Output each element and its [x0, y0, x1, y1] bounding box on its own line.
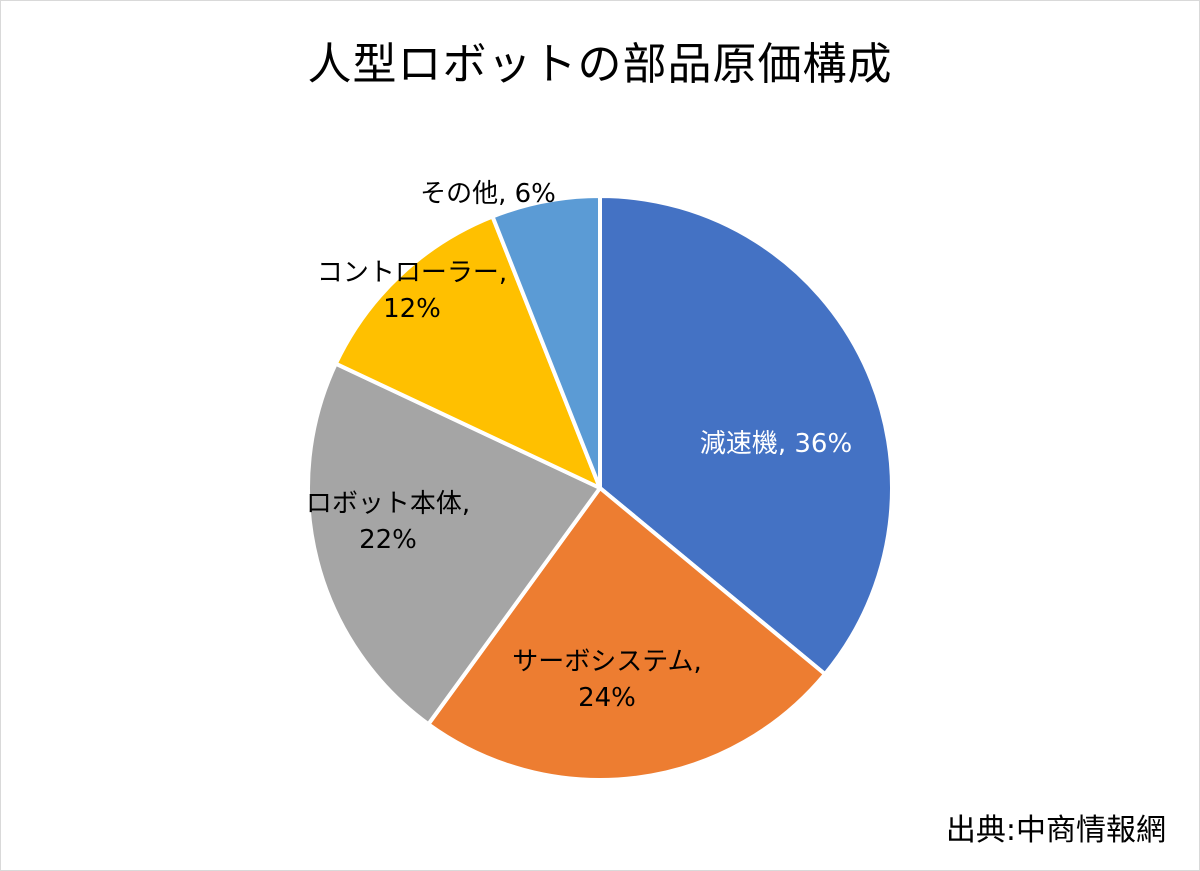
slice-label-line: 減速機, 36%	[700, 429, 852, 459]
slice-data-label: 減速機, 36%	[700, 429, 852, 459]
slice-data-label: その他, 6%	[420, 179, 556, 209]
pie-slices	[306, 194, 894, 782]
slice-label-line: 24%	[578, 683, 636, 713]
slice-data-label: サーボシステム, 24%	[512, 647, 702, 713]
source-note: 出典:中商情報網	[945, 813, 1166, 848]
chart-title: 人型ロボットの部品原価構成	[307, 39, 893, 90]
slice-data-label: コントローラー, 12%	[317, 258, 507, 324]
slice-data-label: ロボット本体, 22%	[306, 489, 470, 555]
pie-slice	[598, 194, 894, 677]
pie-slice	[333, 214, 602, 490]
slice-label-line: 12%	[383, 294, 441, 324]
slice-label-line: コントローラー,	[317, 258, 507, 288]
pie-slice	[426, 486, 827, 782]
pie-slice	[490, 194, 602, 490]
slice-label-line: その他, 6%	[420, 179, 556, 209]
slice-label-line: ロボット本体,	[306, 489, 470, 519]
pie-labels: 減速機, 36% サーボシステム, 24% ロボット本体, 22% コントローラー, 12%…	[306, 179, 852, 713]
slice-label-line: サーボシステム,	[512, 647, 702, 677]
slice-label-line: 22%	[359, 525, 417, 555]
